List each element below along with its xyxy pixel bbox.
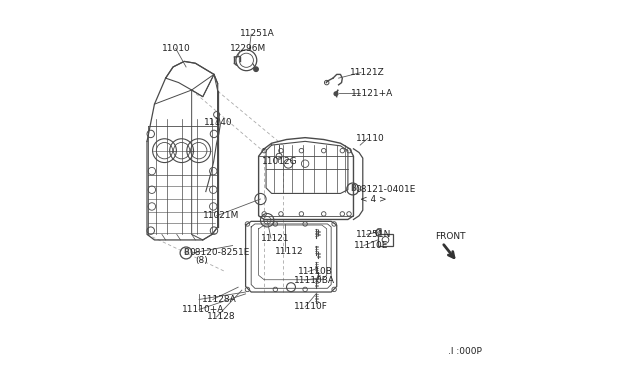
Text: 12296M: 12296M — [230, 44, 266, 53]
Bar — [378, 234, 394, 246]
Text: 08121-0401E: 08121-0401E — [355, 185, 415, 194]
Text: 11010: 11010 — [162, 44, 191, 53]
Text: B: B — [350, 185, 356, 193]
Text: < 4 >: < 4 > — [360, 195, 387, 203]
Text: 11251A: 11251A — [240, 29, 275, 38]
Text: 11112: 11112 — [275, 247, 304, 256]
Text: 11121Z: 11121Z — [349, 68, 385, 77]
Text: 11251N: 11251N — [356, 230, 392, 239]
Text: 11128: 11128 — [207, 312, 235, 321]
Text: 11121+A: 11121+A — [351, 89, 393, 97]
Text: 08120-8251E: 08120-8251E — [189, 248, 250, 257]
Text: (8): (8) — [195, 256, 208, 265]
Text: 11110B: 11110B — [298, 267, 333, 276]
Text: B: B — [183, 248, 189, 257]
Text: 11021M: 11021M — [203, 211, 239, 220]
Text: 11110E: 11110E — [353, 241, 388, 250]
Text: 11110: 11110 — [356, 134, 385, 143]
Circle shape — [334, 92, 338, 96]
Text: 11128A: 11128A — [202, 295, 236, 304]
Text: 11110BA: 11110BA — [294, 276, 335, 285]
Text: 11012G: 11012G — [262, 157, 298, 166]
Text: 11140: 11140 — [204, 118, 232, 127]
Text: 11121: 11121 — [260, 234, 289, 243]
Text: .I :000P: .I :000P — [449, 347, 482, 356]
Text: 11110F: 11110F — [294, 302, 328, 311]
Text: FRONT: FRONT — [435, 232, 466, 241]
Circle shape — [254, 67, 259, 71]
Text: 11110+A: 11110+A — [182, 305, 225, 314]
